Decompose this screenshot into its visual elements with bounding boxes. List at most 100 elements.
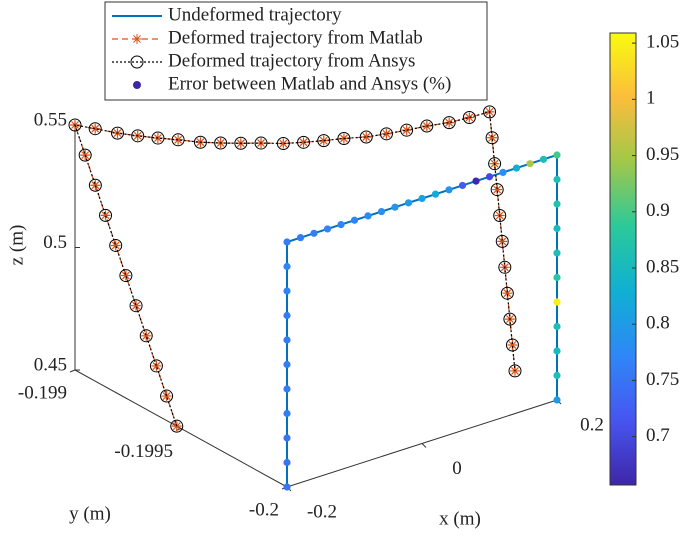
- error-point: [418, 194, 426, 203]
- colorbar-tick-label: 0.75: [646, 369, 679, 390]
- circle-marker: [508, 364, 522, 378]
- circle-marker: [99, 208, 113, 222]
- error-point: [337, 221, 345, 229]
- asterisk-marker: [381, 128, 392, 139]
- y-tick-label: -0.199: [18, 382, 67, 403]
- circle-marker: [88, 122, 102, 136]
- circle-marker: [109, 238, 123, 252]
- asterisk-marker: [90, 180, 101, 191]
- asterisk-marker: [141, 330, 152, 341]
- circle-marker: [151, 131, 165, 145]
- legend-label: Deformed trajectory from Matlab: [168, 27, 423, 48]
- circle-marker: [379, 127, 393, 141]
- circle-marker: [420, 119, 434, 133]
- circle-marker: [276, 137, 290, 151]
- asterisk-marker: [131, 300, 142, 311]
- asterisk-marker: [100, 210, 111, 221]
- error-point: [283, 336, 291, 344]
- circle-marker: [483, 105, 497, 119]
- circle-marker: [495, 234, 509, 248]
- colorbar-tick-label: 0.7: [646, 425, 670, 446]
- circle-marker: [160, 389, 174, 403]
- error-point: [283, 287, 291, 295]
- x-tick-label: -0.2: [307, 501, 337, 522]
- error-point: [283, 311, 291, 320]
- circle-marker: [503, 312, 517, 326]
- error-point: [404, 199, 413, 207]
- asterisk-marker: [151, 360, 162, 371]
- trajectory-line: [286, 153, 558, 487]
- circle-marker: [500, 286, 514, 300]
- circle-marker: [254, 136, 268, 150]
- legend-box: [104, 1, 488, 101]
- circle-marker: [78, 148, 92, 162]
- colorbar: [609, 32, 637, 486]
- colorbar-tick-label: 1.05: [646, 31, 679, 52]
- asterisk-marker: [90, 123, 101, 134]
- asterisk-marker: [361, 131, 372, 142]
- circle-marker: [214, 136, 228, 150]
- circle-marker: [400, 123, 414, 137]
- asterisk-marker: [278, 138, 289, 149]
- circle-marker: [488, 157, 502, 171]
- circle-marker: [139, 329, 153, 343]
- asterisk-marker: [120, 270, 131, 281]
- asterisk-marker: [507, 340, 518, 351]
- error-point: [445, 186, 453, 194]
- circle-marker: [498, 260, 512, 274]
- error-point: [377, 207, 386, 216]
- error-point: [485, 173, 494, 181]
- legend-label: Error between Matlab and Ansys (%): [168, 73, 451, 94]
- circle-marker: [462, 110, 476, 124]
- error-point: [553, 249, 561, 257]
- trajectory-line: [74, 111, 516, 427]
- circle-marker: [170, 419, 184, 433]
- circle-marker: [337, 131, 351, 145]
- asterisk-marker: [401, 125, 412, 136]
- error-point: [364, 212, 372, 220]
- error-point: [283, 483, 291, 491]
- error-point: [296, 234, 305, 242]
- asterisk-marker: [173, 134, 184, 145]
- circle-marker: [493, 208, 507, 222]
- legend-label: Undeformed trajectory: [168, 4, 342, 25]
- circle-marker: [490, 183, 504, 197]
- circle-marker: [149, 359, 163, 373]
- error-point: [553, 175, 561, 184]
- circle-marker: [485, 131, 499, 145]
- x-tick-label: 0: [452, 458, 462, 479]
- circle-marker: [68, 118, 82, 132]
- x-axis-label: x (m): [439, 508, 481, 529]
- error-point: [283, 262, 291, 271]
- error-point: [310, 229, 318, 237]
- z-tick-label: 0.45: [34, 354, 67, 375]
- error-point: [553, 224, 561, 233]
- error-point: [391, 203, 399, 211]
- circle-marker: [297, 135, 311, 149]
- y-tick-label: -0.2: [249, 499, 279, 520]
- error-point: [499, 168, 507, 176]
- asterisk-marker: [492, 184, 503, 195]
- circle-marker: [234, 136, 248, 150]
- error-point: [512, 164, 521, 172]
- error-point: [458, 181, 467, 190]
- asterisk-marker: [298, 137, 309, 148]
- error-point: [553, 151, 561, 159]
- circle-marker: [129, 299, 143, 313]
- asterisk-marker: [487, 132, 498, 143]
- circle-marker: [442, 116, 456, 130]
- error-point: [526, 160, 534, 168]
- circle-marker: [193, 135, 207, 149]
- error-point: [539, 155, 548, 163]
- circle-marker: [131, 129, 145, 143]
- colorbar-tick-label: 0.8: [646, 313, 670, 334]
- error-point: [553, 396, 561, 404]
- asterisk-marker: [464, 112, 475, 123]
- circle-marker: [119, 269, 133, 283]
- asterisk-marker: [444, 117, 455, 128]
- legend-label: Deformed trajectory from Ansys: [168, 50, 415, 71]
- asterisk-marker: [80, 150, 91, 161]
- error-point: [553, 347, 561, 355]
- error-point: [553, 298, 561, 306]
